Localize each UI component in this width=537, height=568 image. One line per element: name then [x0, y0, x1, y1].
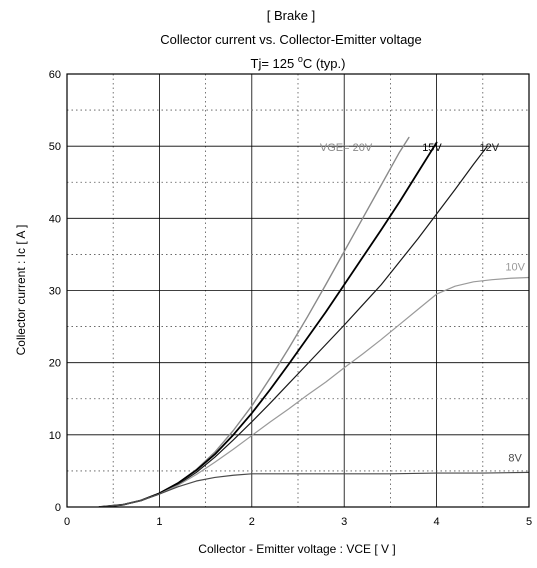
x-tick-label: 0 [64, 516, 70, 528]
x-tick-label: 2 [249, 516, 255, 528]
x-tick-label: 5 [526, 516, 532, 528]
series-layer [99, 138, 529, 507]
y-tick-label: 0 [55, 502, 61, 514]
condition-prefix: Tj= 125 [251, 56, 298, 71]
curve-label-10v: 10V [505, 261, 525, 273]
series-line-vge-20v [99, 138, 409, 507]
condition-suffix: C (typ.) [303, 56, 346, 71]
y-axis-label: Collector current : Ic [ A ] [14, 225, 28, 356]
y-tick-label: 10 [49, 430, 61, 442]
x-tick-label: 4 [434, 516, 440, 528]
y-tick-label: 50 [49, 141, 61, 153]
y-tick-label: 40 [49, 213, 61, 225]
chart-title: [ Brake ] [267, 8, 315, 23]
curve-label-layer: VGE= 20V 15V 12V 10V 8V [320, 142, 526, 464]
x-tick-label: 3 [341, 516, 347, 528]
x-axis-label: Collector - Emitter voltage : VCE [ V ] [198, 542, 395, 556]
x-tick-label: 1 [156, 516, 162, 528]
y-tick-label: 20 [49, 358, 61, 370]
chart-subtitle: Collector current vs. Collector-Emitter … [160, 32, 422, 47]
y-tick-label: 30 [49, 286, 61, 298]
curve-label-15v: 15V [422, 142, 442, 154]
curve-label-12v: 12V [479, 142, 499, 154]
curve-label-vge-20v: VGE= 20V [320, 142, 373, 154]
curve-label-8v: 8V [508, 453, 522, 465]
y-tick-label: 60 [49, 69, 61, 81]
series-line-8v [99, 472, 529, 507]
series-line-15v [99, 143, 436, 507]
grid-layer [67, 74, 529, 507]
chart-condition: Tj= 125 oC (typ.) [251, 54, 346, 71]
